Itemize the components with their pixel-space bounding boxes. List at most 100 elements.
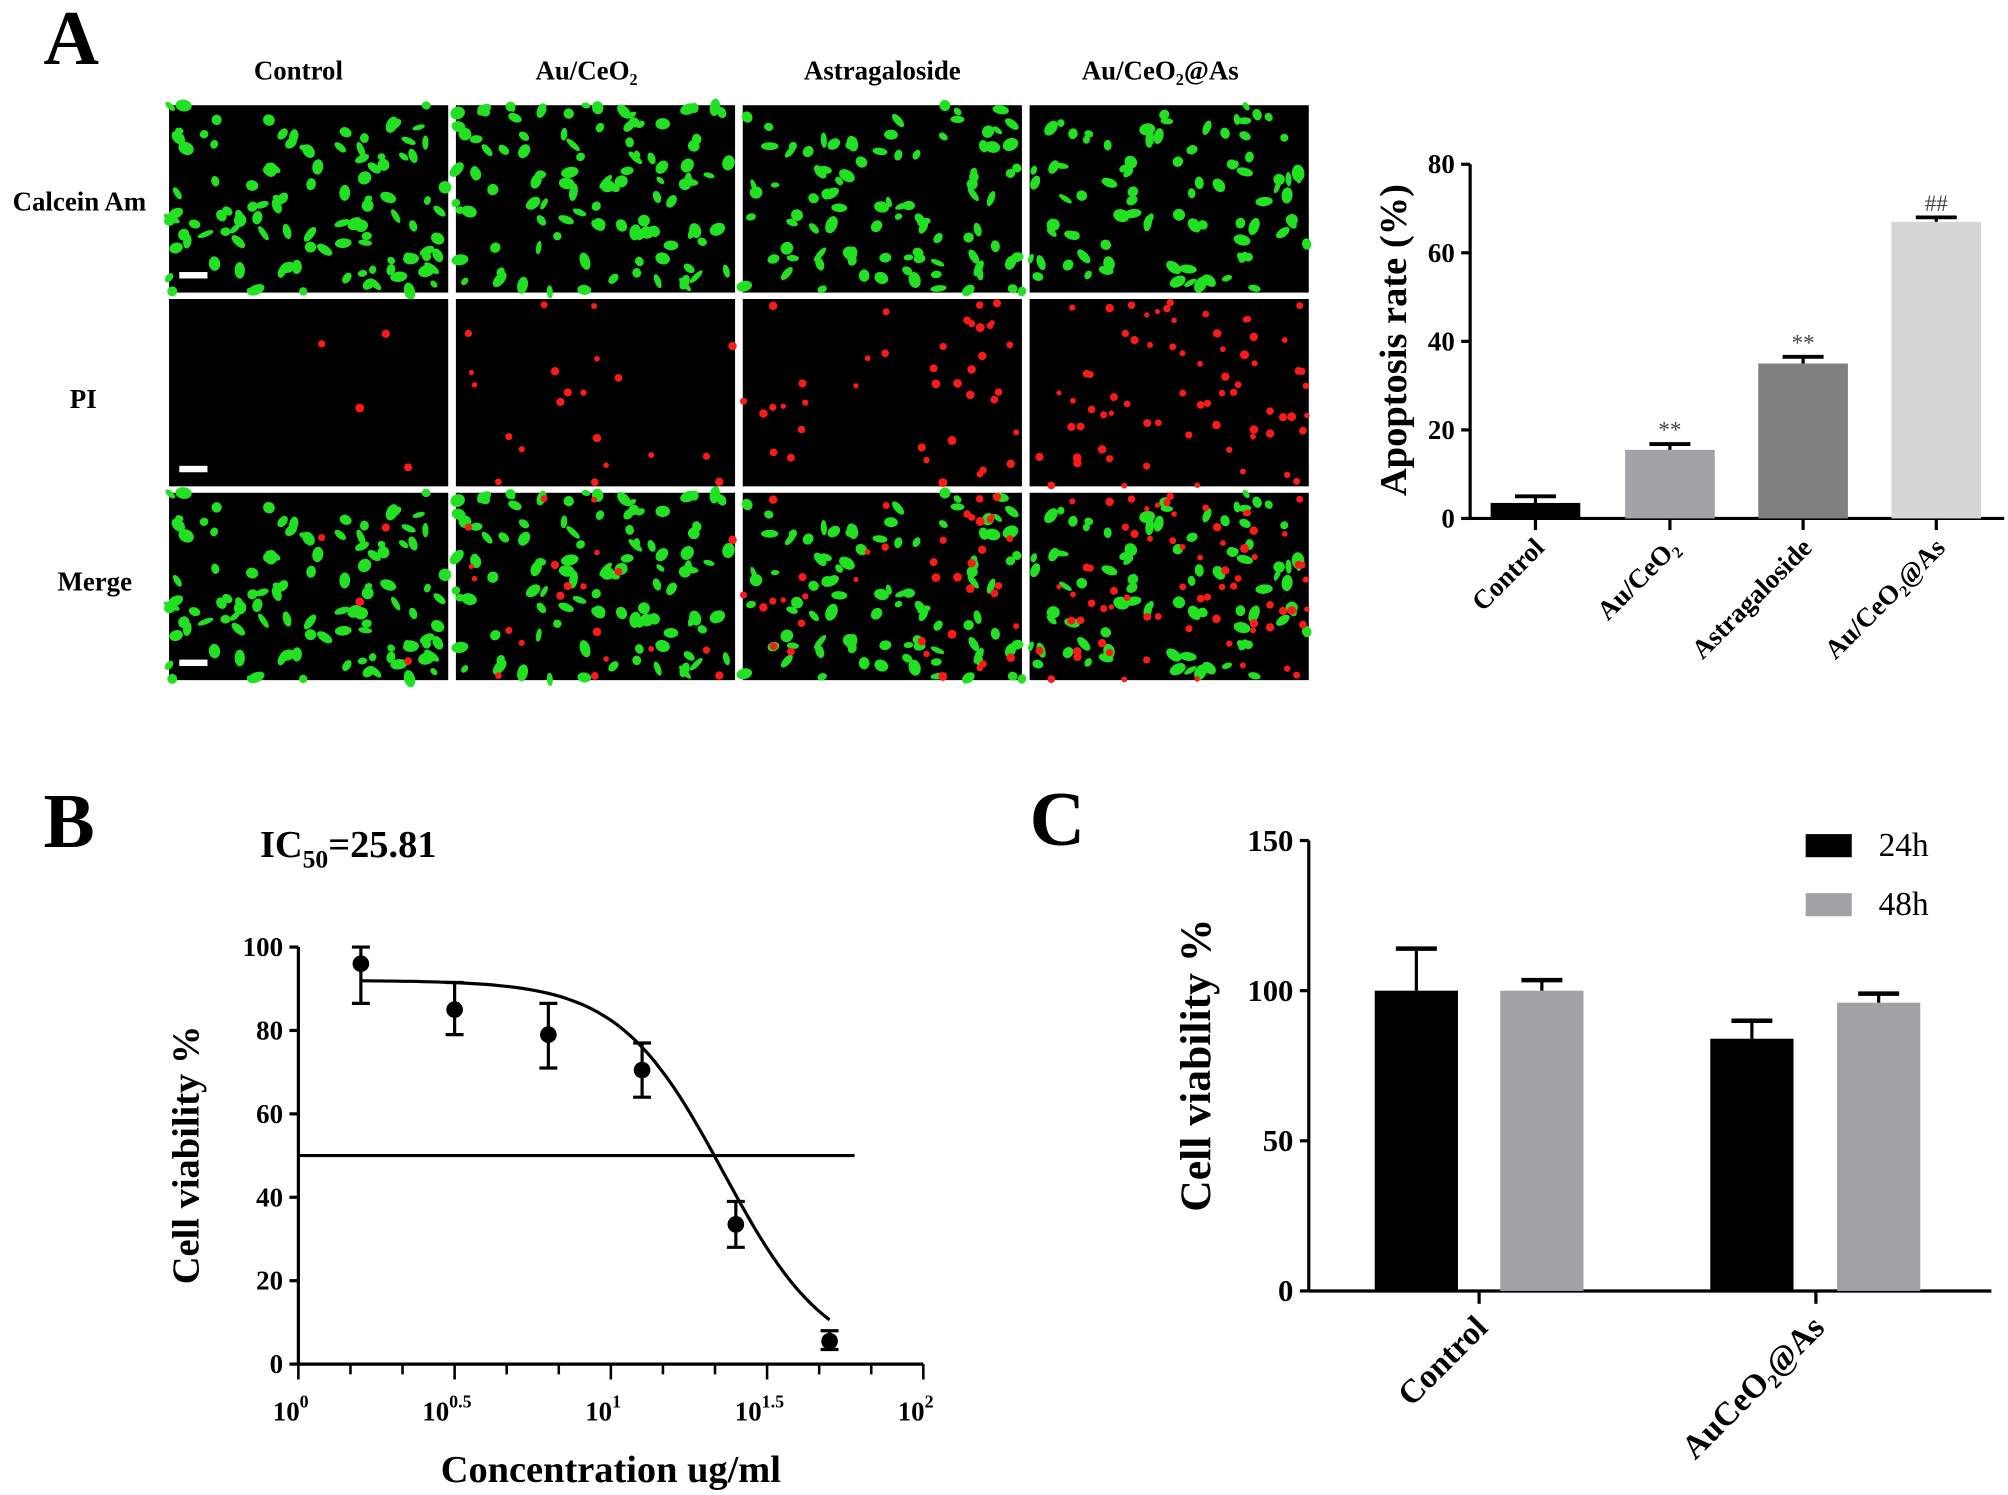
live-cell [419,633,435,644]
live-cell [595,510,605,520]
live-cell [808,580,819,591]
live-cell [408,536,418,551]
live-cell [477,105,491,117]
live-cell [438,568,452,582]
dead-cell [1127,301,1136,310]
live-cell [750,566,758,581]
dead-cell [1299,426,1307,435]
live-cell [496,654,505,664]
live-cell [451,198,461,208]
x-tick-exponent: 1.5 [762,1392,784,1412]
live-cell [1101,177,1118,188]
x-tick-exponent: 0.5 [449,1392,471,1412]
dead-cell [381,523,390,532]
dead-cell [947,436,957,445]
dead-cell [1251,553,1258,561]
live-cell [617,492,631,507]
live-cell [784,145,796,158]
dead-cell [1294,367,1303,375]
live-cell [623,508,635,520]
live-cell [1228,547,1239,558]
live-cell [255,588,269,597]
live-cell [1153,515,1164,532]
dead-cell [929,558,938,567]
live-cell [1076,190,1088,201]
dead-cell [1154,502,1160,508]
live-cell [367,549,381,562]
micrograph-panel [736,487,1027,684]
dead-cell [592,627,602,637]
live-cell [761,142,779,151]
x-tick-label: Control [1466,532,1551,617]
dead-cell [1146,535,1153,542]
live-cell [736,280,753,292]
live-cell [377,158,390,171]
live-cell [563,495,574,507]
live-cell [879,252,892,263]
live-cell [1301,238,1312,250]
dead-cell [1076,616,1085,625]
live-cell [978,527,989,540]
dead-cell [1226,446,1233,453]
dead-cell [1123,594,1131,602]
live-cell [1046,227,1057,237]
dead-cell [468,563,475,570]
live-cell [430,232,445,245]
dead-cell [590,672,599,680]
live-cell [208,643,221,659]
dead-cell [1121,482,1128,489]
live-cell [165,101,176,111]
live-cell [334,529,346,541]
live-cell [745,600,756,609]
live-cell [968,249,980,264]
live-cell [1057,506,1065,515]
live-cell [1248,217,1260,236]
dead-cell [464,523,473,531]
dead-cell [979,466,987,474]
live-cell [666,195,677,208]
live-cell [1068,515,1078,527]
y-tick-label: 100 [1247,974,1293,1008]
dead-cell [1110,586,1118,595]
live-cell [1245,151,1254,163]
live-cell [1068,128,1078,140]
dead-cell [797,425,806,434]
dead-cell [1197,554,1203,561]
live-cell [386,263,396,276]
dead-cell [355,403,365,413]
dead-cell [1171,511,1177,517]
column-header: Au/CeO₂@As [1082,56,1239,86]
dead-cell [580,583,587,590]
dead-cell [1006,341,1014,349]
live-cell [1248,605,1260,623]
live-cell [285,524,298,537]
live-cell [1301,625,1312,638]
bar-48h [1837,1002,1921,1291]
live-cell [279,261,296,274]
live-cell [1002,525,1019,539]
live-cell [817,285,827,294]
dead-cell [1212,614,1221,624]
live-cell [666,582,677,596]
dead-cell [1056,390,1062,396]
live-cell [424,262,440,275]
row-label: Merge [57,566,132,596]
live-cell [780,654,793,668]
live-cell [938,520,948,529]
live-cell [687,527,700,540]
x-tick-base: 10 [898,1397,925,1427]
live-cell [599,562,613,577]
live-cell [210,139,219,149]
dead-cell [1067,616,1076,625]
live-cell [632,268,642,278]
live-cell [1012,163,1022,173]
live-cell [615,219,628,232]
live-cell [827,138,841,150]
live-cell [709,222,726,236]
live-cell [874,271,889,285]
live-cell [770,569,780,576]
live-cell [617,104,631,119]
live-cell [1198,607,1208,618]
live-cell [540,198,548,210]
live-cell [938,132,948,141]
